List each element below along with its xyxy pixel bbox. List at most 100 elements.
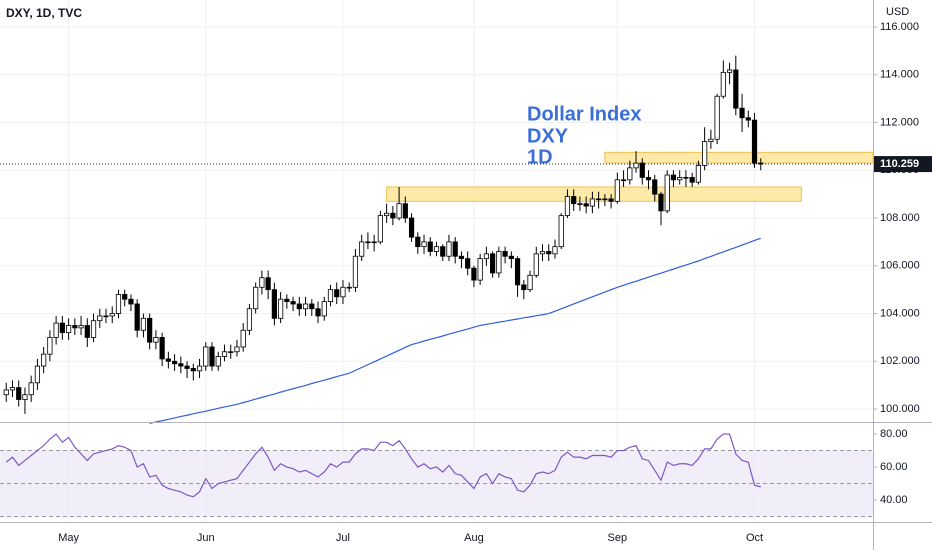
grid-layer (0, 0, 873, 522)
candle-body (577, 203, 583, 205)
candle-body (271, 289, 277, 319)
candle-body (53, 322, 59, 338)
candle-body (109, 313, 115, 317)
candle-body (702, 141, 708, 166)
annotation-line: 1D (527, 146, 553, 168)
candle-body (22, 394, 28, 400)
candle-body (59, 322, 65, 334)
candle-body (558, 215, 564, 248)
candle-body (65, 325, 72, 334)
candle-body (278, 298, 284, 319)
candle-body (396, 203, 402, 219)
candle-body (284, 298, 290, 303)
annotation-line: Dollar Index (527, 103, 641, 125)
candle-body (203, 346, 209, 367)
candle-body (708, 138, 714, 143)
candle-body (408, 217, 415, 238)
candle-body (726, 69, 733, 73)
candle-body (670, 174, 677, 181)
candle-body (209, 346, 215, 367)
candle-body (745, 117, 751, 121)
candle-body (309, 303, 315, 310)
candle-body (477, 258, 483, 281)
candle-body (502, 251, 508, 257)
candle-body (546, 251, 552, 255)
moving-average (149, 237, 761, 424)
candle-body (633, 162, 639, 169)
candle-body (240, 329, 246, 348)
rsi-y-tick-label: 40.00 (880, 494, 908, 506)
candle-body (677, 177, 683, 181)
candle-body (645, 177, 652, 181)
candle-body (739, 107, 745, 119)
y-tick-label: 104.000 (880, 307, 920, 319)
candle-body (84, 325, 90, 338)
candle-body (596, 198, 602, 201)
y-tick-label: 100.000 (880, 403, 920, 415)
candle-body (171, 360, 178, 365)
candle-body (302, 303, 309, 310)
candle-body (315, 308, 321, 317)
candle-body (402, 203, 408, 219)
candle-body (440, 246, 446, 257)
candle-body (16, 387, 22, 400)
candle-body (639, 162, 645, 178)
candle-body (97, 315, 103, 322)
marks-layer (3, 55, 764, 414)
candle-body (751, 119, 758, 164)
candle-body (421, 241, 427, 248)
x-tick-label: Jun (197, 532, 215, 544)
candle-body (321, 301, 327, 317)
candle-body (689, 177, 695, 183)
candle-body (683, 177, 689, 179)
candle-body (452, 241, 458, 257)
annotation-line: DXY (527, 125, 569, 147)
candle-body (215, 356, 221, 367)
rsi-y-tick-label: 80.00 (880, 428, 908, 440)
candle-body (9, 387, 16, 391)
candle-body (253, 286, 259, 310)
candle-body (652, 179, 658, 195)
candle-body (564, 196, 571, 217)
candle-body (296, 303, 302, 310)
y-tick-label: 116.000 (880, 21, 919, 33)
y-tick-label: 112.000 (880, 116, 919, 128)
candle-body (290, 301, 296, 305)
candle-body (415, 236, 421, 248)
candle-body (620, 179, 627, 182)
candle-body (147, 317, 153, 343)
currency-label: USD (886, 6, 909, 18)
candle-body (465, 258, 471, 269)
lines-layer (0, 163, 873, 498)
candle-body (365, 241, 371, 244)
candle-body (496, 251, 502, 274)
candle-body (446, 241, 452, 257)
candle-body (583, 203, 589, 207)
candle-body (384, 212, 390, 217)
y-tick-label: 114.000 (880, 69, 919, 81)
candle-body (259, 277, 265, 288)
candle-body (165, 358, 171, 362)
candle-body (608, 198, 614, 202)
candle-body (334, 289, 340, 298)
candle-body (228, 351, 234, 353)
candle-body (390, 212, 396, 219)
candle-body (346, 286, 352, 289)
candle-body (521, 284, 527, 291)
candle-body (78, 325, 84, 329)
y-tick-label: 102.000 (880, 355, 920, 367)
candle-body (47, 337, 53, 355)
candle-body (602, 198, 608, 201)
rsi-y-tick-label: 60.00 (880, 461, 908, 473)
candle-body (589, 198, 595, 207)
candle-body (184, 365, 190, 369)
candle-body (103, 315, 109, 318)
candle-body (196, 365, 203, 372)
candle-body (371, 241, 377, 244)
candle-body (527, 274, 533, 291)
candle-body (433, 246, 440, 252)
y-tick-label: 106.000 (880, 260, 920, 272)
candle-body (3, 389, 9, 396)
candle-body (427, 241, 433, 252)
